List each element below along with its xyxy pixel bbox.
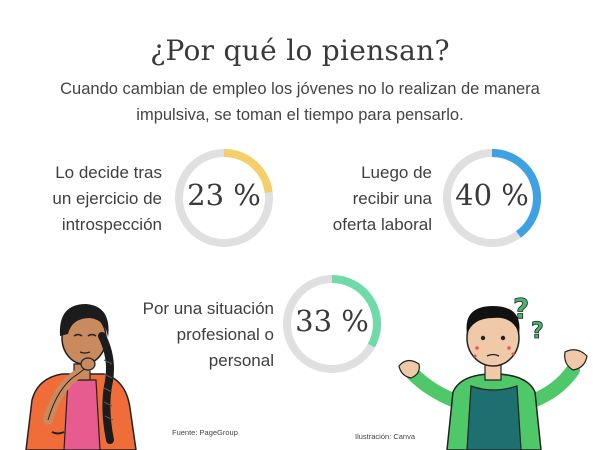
donut-value-arc-1	[491, 149, 541, 238]
donut-value-arc-2	[331, 275, 381, 348]
source-credit: Fuente: PageGroup	[172, 428, 238, 437]
donut-value-introspection: 23 %	[187, 178, 261, 212]
stat-label-situation: Por una situación profesional o personal	[142, 299, 274, 370]
svg-text:?: ?	[531, 319, 544, 344]
illustration-credit: Ilustración: Canva	[355, 432, 416, 441]
donut-chart-introspection	[175, 149, 273, 247]
confused-man-illustration: ? ?	[398, 292, 588, 450]
page-subtitle: Cuando cambian de empleo los jóvenes no …	[60, 80, 540, 124]
donut-value-situation: 33 %	[295, 304, 369, 338]
donut-chart-situation	[283, 275, 381, 373]
donut-value-job-offer: 40 %	[455, 178, 529, 212]
donut-chart-job-offer	[443, 149, 541, 247]
donut-value-arc-0	[223, 149, 273, 194]
thinking-woman-illustration	[25, 304, 137, 450]
page-title: ¿Por qué lo piensan?	[150, 34, 450, 67]
stat-label-introspection: Lo decide tras un ejercicio de introspec…	[52, 163, 162, 234]
stat-label-job-offer: Luego de recibir una oferta laboral	[332, 163, 432, 234]
